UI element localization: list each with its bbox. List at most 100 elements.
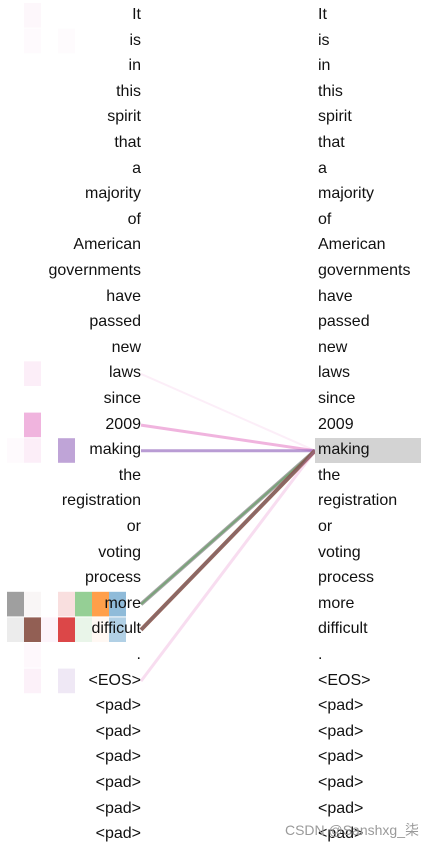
source-token[interactable]: majority	[84, 185, 141, 203]
attention-cell	[75, 617, 92, 642]
source-token[interactable]: difficult	[91, 620, 141, 638]
source-token[interactable]: a	[132, 159, 141, 177]
source-token[interactable]: of	[127, 210, 141, 228]
attention-cell	[7, 591, 24, 617]
target-token[interactable]: registration	[318, 492, 398, 510]
attention-cell	[24, 3, 41, 28]
target-token[interactable]: <pad>	[318, 825, 364, 843]
source-token[interactable]: <pad>	[95, 825, 141, 843]
attention-cell	[58, 617, 75, 642]
source-token[interactable]: 2009	[105, 415, 141, 433]
source-token[interactable]: new	[111, 338, 141, 356]
target-token[interactable]: <pad>	[318, 774, 364, 791]
target-token[interactable]: this	[318, 82, 343, 100]
source-token[interactable]: <pad>	[95, 697, 141, 715]
source-token[interactable]: this	[116, 82, 141, 100]
attention-cell	[58, 591, 75, 617]
source-token[interactable]: <pad>	[95, 799, 141, 817]
source-token[interactable]: <pad>	[95, 774, 141, 791]
attention-line	[140, 372, 316, 452]
attention-cell	[24, 668, 41, 694]
source-token[interactable]: <pad>	[95, 722, 141, 740]
attention-cell	[58, 668, 75, 694]
target-token[interactable]: process	[318, 569, 375, 587]
target-token[interactable]: or	[318, 518, 333, 535]
target-token[interactable]: majority	[318, 185, 375, 203]
source-token[interactable]: or	[126, 518, 141, 535]
attention-cell	[58, 438, 75, 463]
target-token[interactable]: <pad>	[318, 799, 364, 817]
attention-cell	[24, 412, 41, 438]
source-token[interactable]: governments	[48, 262, 142, 279]
source-token[interactable]: .	[136, 646, 141, 663]
attention-cell	[24, 643, 41, 668]
source-token[interactable]: have	[106, 287, 141, 305]
target-token[interactable]: the	[318, 466, 341, 484]
source-token[interactable]: laws	[108, 364, 141, 382]
target-token[interactable]: spirit	[318, 108, 352, 126]
target-token[interactable]: have	[318, 287, 353, 305]
target-token[interactable]: difficult	[318, 620, 368, 638]
target-token[interactable]: of	[318, 210, 332, 228]
attention-cell	[58, 29, 75, 54]
attention-cell	[24, 438, 41, 463]
source-token[interactable]: the	[118, 466, 141, 484]
source-token[interactable]: more	[104, 594, 141, 612]
source-token[interactable]: spirit	[107, 108, 141, 126]
attention-cell	[41, 617, 58, 642]
source-token[interactable]: <pad>	[95, 748, 141, 766]
target-token[interactable]: a	[318, 159, 327, 177]
target-token[interactable]: new	[318, 338, 348, 356]
source-token[interactable]: American	[73, 236, 141, 254]
attention-cell	[24, 617, 41, 642]
target-token[interactable]: It	[318, 6, 327, 23]
source-token[interactable]: It	[132, 6, 141, 23]
target-token[interactable]: 2009	[318, 415, 354, 433]
target-token[interactable]: making	[318, 441, 370, 459]
attention-cell	[24, 591, 41, 617]
attention-line	[140, 450, 316, 631]
source-token[interactable]: in	[128, 57, 141, 75]
source-token[interactable]: that	[114, 134, 141, 151]
target-token[interactable]: that	[318, 134, 345, 151]
source-token[interactable]: registration	[61, 492, 141, 510]
selected-token-highlight	[315, 438, 421, 464]
source-token[interactable]: <EOS>	[88, 671, 141, 689]
attention-cell	[109, 591, 126, 617]
target-token[interactable]: .	[318, 646, 323, 663]
attention-line	[140, 449, 316, 606]
attention-cell	[92, 617, 109, 642]
attention-cell	[24, 28, 41, 54]
attention-line	[139, 449, 317, 683]
target-token[interactable]: governments	[318, 262, 411, 279]
target-token[interactable]: is	[318, 31, 330, 49]
source-token[interactable]: voting	[98, 543, 141, 561]
source-token[interactable]: is	[129, 31, 141, 49]
attention-cell	[7, 617, 24, 642]
attention-cell	[24, 361, 41, 386]
target-token[interactable]: passed	[318, 313, 370, 331]
attention-cell	[75, 591, 92, 617]
attention-line	[139, 449, 317, 606]
target-token[interactable]: voting	[318, 543, 361, 561]
source-token[interactable]: passed	[89, 313, 141, 331]
attention-line	[139, 449, 317, 632]
target-token[interactable]: American	[318, 236, 386, 254]
source-token[interactable]: making	[89, 441, 141, 459]
source-token[interactable]: process	[84, 569, 141, 587]
watermark: CSDN @Sanshxg_柒	[284, 822, 419, 838]
target-token[interactable]: <EOS>	[318, 671, 371, 689]
target-token[interactable]: <pad>	[318, 697, 364, 715]
source-token[interactable]: since	[103, 390, 141, 407]
target-token[interactable]: since	[318, 390, 356, 407]
target-token[interactable]: more	[318, 594, 355, 612]
attention-cell	[109, 617, 126, 642]
attention-line	[140, 423, 316, 453]
attention-cell	[7, 438, 24, 463]
target-token[interactable]: laws	[318, 364, 351, 382]
target-token[interactable]: in	[318, 57, 331, 75]
target-token[interactable]: <pad>	[318, 722, 364, 740]
target-token[interactable]: <pad>	[318, 748, 364, 766]
attention-cell	[92, 591, 109, 617]
